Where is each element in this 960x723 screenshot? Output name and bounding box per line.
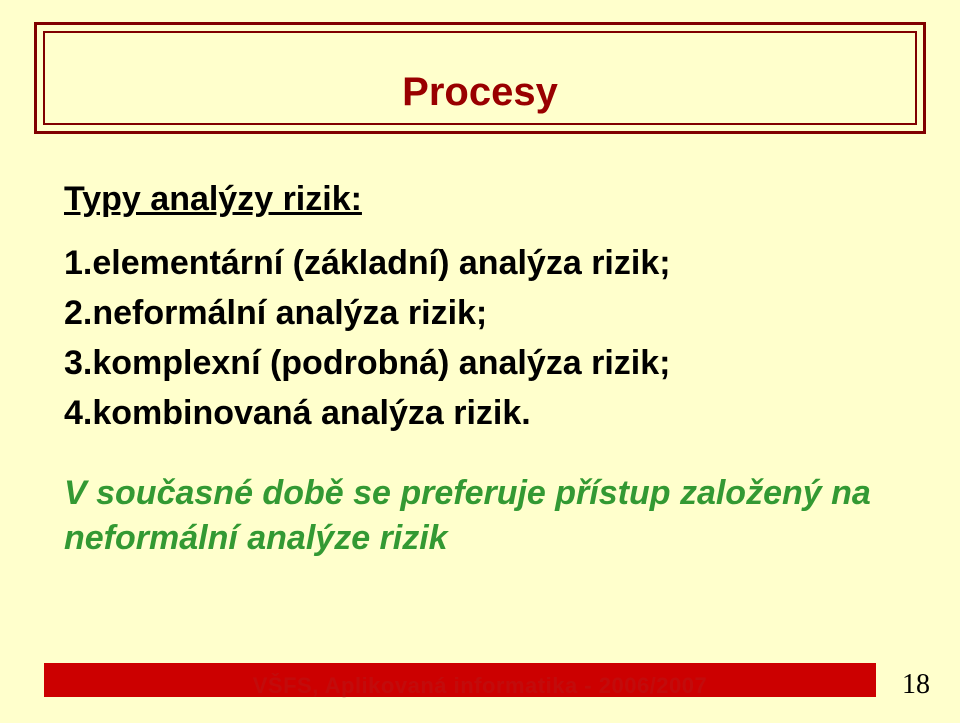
slide-title: Procesy [402,70,558,115]
list-item: 1.elementární (základní) analýza rizik; [64,241,896,287]
title-box-inner: Procesy [43,31,917,125]
slide-body: Typy analýzy rizik: 1.elementární (zákla… [64,180,896,562]
body-note: V současné době se preferuje přístup zal… [64,471,896,563]
page-number: 18 [902,669,930,701]
list-item: 2.neformální analýza rizik; [64,291,896,337]
list-item: 4.kombinovaná analýza rizik. [64,391,896,437]
footer-text: VŠFS, Aplikovaná informatika - 2006/2007 [0,673,960,699]
title-box-outer: Procesy [34,22,926,134]
body-heading: Typy analýzy rizik: [64,180,896,219]
slide: Procesy Typy analýzy rizik: 1.elementárn… [0,0,960,723]
list-item: 3.komplexní (podrobná) analýza rizik; [64,341,896,387]
